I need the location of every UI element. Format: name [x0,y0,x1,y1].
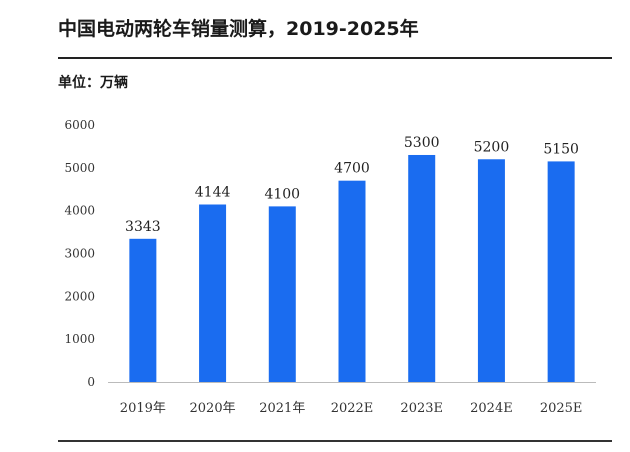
x-tick-label: 2025E [540,401,583,416]
data-label: 4144 [195,184,231,200]
x-axis-ticks: 2019年 2020年 2021年 2022E 2023E 2024E 2025E [120,401,583,416]
bar [477,159,505,382]
y-tick-label: 2000 [64,289,95,303]
bar [547,161,575,382]
data-label: 5200 [474,139,510,155]
chart-title: 中国电动两轮车销量测算，2019-2025年 [58,18,419,40]
data-label: 4700 [334,161,370,177]
bar [338,180,366,382]
bars [129,154,575,382]
x-tick-label: 2021年 [259,401,305,416]
data-labels: 3343 4144 4100 4700 5300 5200 5150 [125,135,579,235]
y-axis-ticks: 0 1000 2000 3000 4000 5000 6000 [64,118,95,389]
unit-label: 单位：万辆 [58,75,128,91]
top-divider [58,57,612,59]
y-tick-label: 6000 [64,118,95,132]
bar [199,204,227,382]
x-tick-label: 2023E [400,401,443,416]
bottom-divider [58,440,612,442]
bar [268,206,296,382]
y-tick-label: 0 [87,375,95,389]
y-tick-label: 3000 [64,247,95,261]
data-label: 5300 [404,135,440,151]
x-tick-label: 2019年 [120,401,166,416]
y-tick-label: 1000 [64,332,95,346]
y-tick-label: 4000 [64,204,95,218]
data-label: 4100 [264,186,300,202]
data-label: 5150 [543,141,579,157]
x-tick-label: 2022E [331,401,374,416]
x-tick-label: 2024E [470,401,513,416]
bar [408,154,436,382]
data-label: 3343 [125,219,161,235]
x-tick-label: 2020年 [190,401,236,416]
bar [129,238,157,382]
y-tick-label: 5000 [64,161,95,175]
